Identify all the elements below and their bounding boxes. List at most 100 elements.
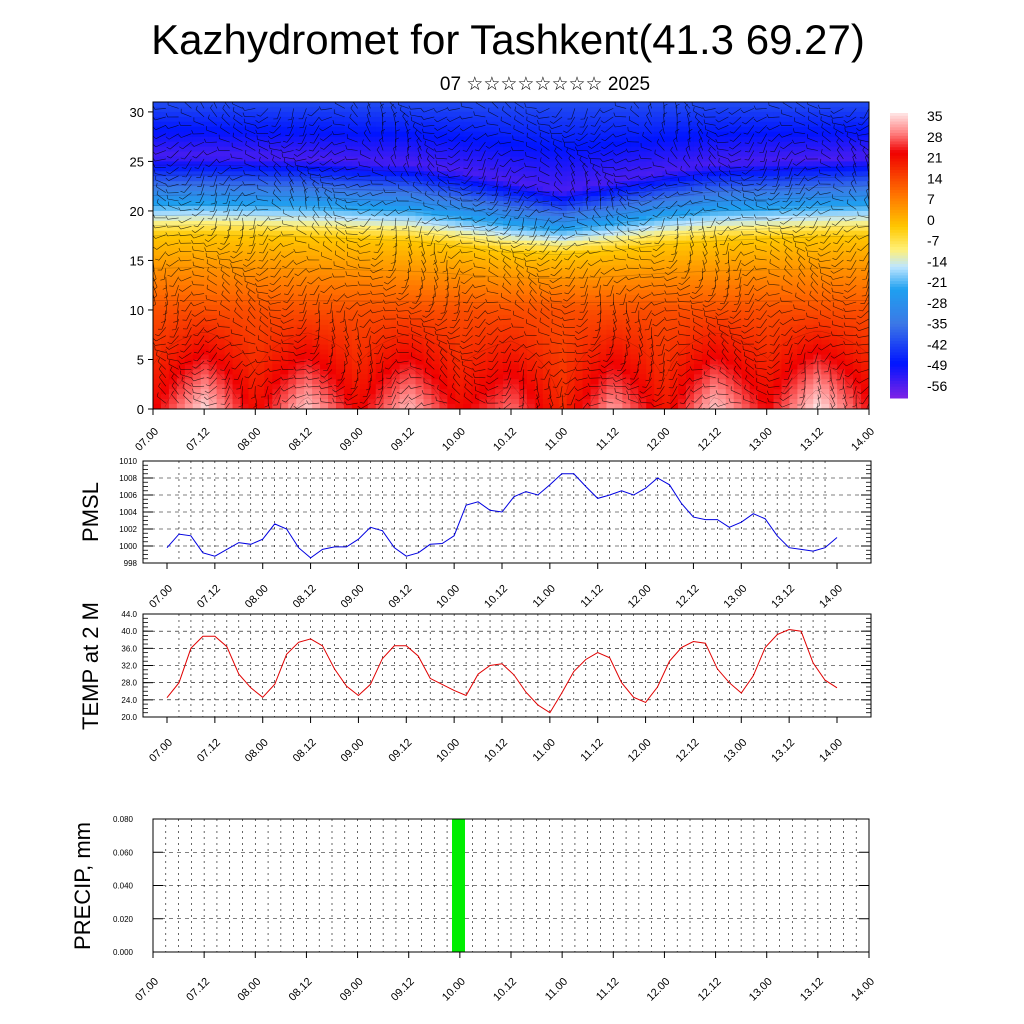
temperature-cell xyxy=(606,156,616,163)
temperature-cell xyxy=(511,255,520,262)
temperature-cell xyxy=(693,384,703,390)
temperature-cell xyxy=(359,319,369,326)
temperature-cell xyxy=(240,399,250,405)
temperature-cell xyxy=(431,176,440,182)
temperature-cell xyxy=(487,329,496,336)
temperature-cell xyxy=(717,245,727,252)
temperature-cell xyxy=(789,111,798,118)
temperature-cell xyxy=(415,334,425,341)
temperature-cell xyxy=(184,349,194,356)
temperature-cell xyxy=(693,354,703,361)
temperature-cell xyxy=(582,394,592,400)
temperature-cell xyxy=(630,245,639,252)
temperature-cell xyxy=(550,191,560,197)
temperature-cell xyxy=(240,111,250,118)
temperature-cell xyxy=(518,379,528,385)
temperature-cell xyxy=(598,171,608,177)
temperature-cell xyxy=(168,354,178,361)
temperature-cell xyxy=(582,295,592,301)
temperature-cell xyxy=(168,121,178,128)
temperature-cell xyxy=(399,245,409,252)
temperature-cell xyxy=(288,280,297,286)
temperature-cell xyxy=(582,176,592,182)
temperature-cell xyxy=(574,394,584,400)
temperature-cell xyxy=(463,354,472,361)
temperature-cell xyxy=(495,384,504,390)
temperature-cell xyxy=(638,295,647,301)
temperature-cell xyxy=(765,111,775,118)
temperature-cell xyxy=(343,121,353,128)
temperature-cell xyxy=(192,196,202,202)
temperature-cell xyxy=(455,136,464,143)
temperature-cell xyxy=(375,280,385,286)
temperature-cell xyxy=(176,111,186,118)
temperature-cell xyxy=(693,146,703,153)
temperature-cell xyxy=(184,225,194,232)
temperature-cell xyxy=(351,220,361,227)
temperature-cell xyxy=(431,280,440,286)
temperature-cell xyxy=(328,111,337,118)
temperature-cell xyxy=(407,399,417,405)
temperature-cell xyxy=(200,176,210,182)
temperature-cell xyxy=(447,314,456,321)
temperature-cell xyxy=(566,314,576,321)
temperature-cell xyxy=(741,215,751,222)
temperature-cell xyxy=(654,399,663,405)
temperature-cell xyxy=(359,111,369,118)
temperature-cell xyxy=(781,225,791,232)
temperature-cell xyxy=(606,126,616,133)
temperature-cell xyxy=(693,379,703,385)
temperature-cell xyxy=(693,181,703,187)
temperature-cell xyxy=(749,359,759,366)
temperature-cell xyxy=(375,146,385,153)
temperature-cell xyxy=(343,186,353,192)
temperature-cell xyxy=(471,102,480,108)
temperature-cell xyxy=(248,384,258,390)
temperature-cell xyxy=(789,102,798,108)
temperature-cell xyxy=(487,285,496,291)
temperature-cell xyxy=(479,136,488,143)
temperature-cell xyxy=(654,181,663,187)
temperature-cell xyxy=(598,389,608,395)
temperature-cell xyxy=(367,250,377,257)
temperature-cell xyxy=(383,344,393,351)
temperature-cell xyxy=(168,141,178,148)
temperature-cell xyxy=(184,305,194,311)
temperature-cell xyxy=(534,389,544,395)
temperature-cell xyxy=(701,280,711,286)
temperature-cell xyxy=(518,106,528,113)
temperature-cell xyxy=(757,176,767,182)
temperature-cell xyxy=(240,285,250,291)
temperature-cell xyxy=(574,111,584,118)
temperature-cell xyxy=(335,280,345,286)
temperature-cell xyxy=(463,260,472,266)
temperature-cell xyxy=(542,309,552,316)
temperature-cell xyxy=(184,364,194,370)
temperature-cell xyxy=(176,141,186,148)
temperature-cell xyxy=(622,379,631,385)
temperature-cell xyxy=(312,389,321,395)
temperature-cell xyxy=(781,300,791,306)
temperature-cell xyxy=(463,146,472,153)
temperature-cell xyxy=(693,369,703,375)
temperature-cell xyxy=(423,305,433,311)
temperature-cell xyxy=(693,166,703,172)
temperature-cell xyxy=(495,245,504,252)
temperature-cell xyxy=(622,245,631,252)
temperature-cell xyxy=(351,116,361,123)
temperature-cell xyxy=(503,359,512,366)
temperature-cell xyxy=(200,374,210,380)
temperature-cell xyxy=(678,319,687,326)
temperature-cell xyxy=(399,374,409,380)
temperature-cell xyxy=(566,196,576,202)
temperature-cell xyxy=(678,191,687,197)
temperature-cell xyxy=(654,191,663,197)
temperature-cell xyxy=(168,240,178,247)
temperature-cell xyxy=(550,354,560,361)
temperature-cell xyxy=(741,230,751,237)
temperature-cell xyxy=(590,181,600,187)
temperature-cell xyxy=(479,349,488,356)
temperature-cell xyxy=(304,235,313,242)
temperature-cell xyxy=(701,404,711,409)
temperature-cell xyxy=(662,220,671,227)
